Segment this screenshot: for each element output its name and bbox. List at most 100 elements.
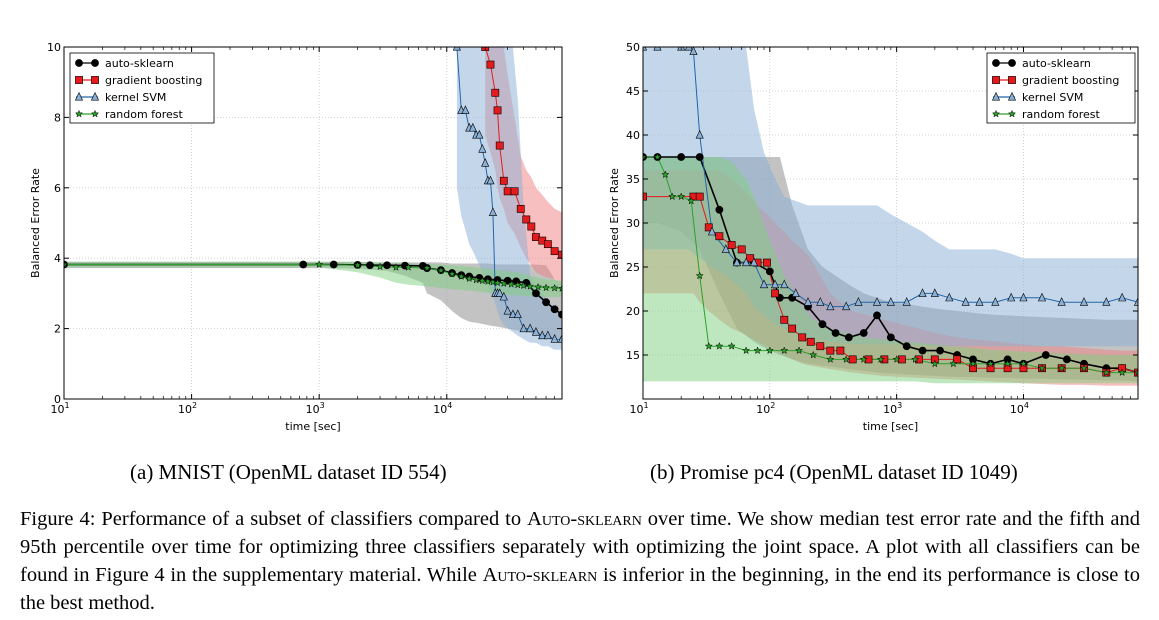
legend-marker (91, 76, 99, 84)
caption-text-2: over time. We show median test error rat… (20, 508, 1140, 586)
legend-marker (1008, 76, 1016, 84)
point-gradient-boosting (806, 337, 815, 346)
point-kernel-SVM (543, 330, 552, 340)
point-auto-sklearn (936, 346, 944, 355)
markers-gradient-boosting (481, 47, 562, 259)
x-axis-label: time [sec] (863, 420, 918, 433)
point-kernel-SVM (461, 105, 470, 114)
point-kernel-SVM (930, 288, 939, 297)
y-tick-label: 6 (54, 182, 61, 195)
point-kernel-SVM (721, 244, 730, 253)
x-tick-label: 102 (178, 401, 197, 416)
point-auto-sklearn (886, 333, 895, 342)
point-auto-sklearn (677, 153, 686, 161)
legend-marker (992, 59, 1000, 67)
x-tick-label: 101 (629, 401, 648, 416)
point-random-forest (534, 282, 543, 291)
point-kernel-SVM (826, 301, 835, 311)
point-gradient-boosting (486, 60, 495, 69)
point-gradient-boosting (763, 258, 771, 267)
x-tick-label: 104 (1010, 401, 1029, 416)
legend-marker (75, 76, 83, 84)
legend-marker (992, 76, 1000, 84)
x-tick-exponent: 4 (447, 401, 452, 410)
point-random-forest (968, 359, 978, 368)
point-random-forest (457, 272, 466, 281)
point-random-forest (741, 346, 751, 355)
point-kernel-SVM (531, 327, 541, 336)
point-kernel-SVM (475, 129, 484, 139)
y-axis-label: Balanced Error Rate (29, 168, 42, 278)
point-random-forest (949, 359, 958, 368)
point-random-forest (526, 282, 535, 290)
subcaption-a: (a) MNIST (OpenML dataset ID 554) (130, 460, 447, 484)
markers-kernel-SVM (643, 47, 1138, 311)
point-random-forest (472, 275, 481, 284)
legend-marker (1007, 109, 1017, 118)
legend-label: auto-sklearn (105, 57, 174, 70)
point-auto-sklearn (873, 311, 881, 320)
point-gradient-boosting (503, 187, 512, 196)
x-tick-exponent: 2 (770, 401, 775, 410)
legend-marker (1008, 59, 1016, 67)
point-random-forest (391, 263, 401, 271)
point-random-forest (859, 355, 868, 363)
point-kernel-SVM (991, 297, 1000, 306)
markers-kernel-SVM (452, 47, 562, 343)
point-random-forest (715, 341, 724, 350)
point-random-forest (483, 277, 492, 285)
legend-label: kernel SVM (105, 91, 166, 104)
point-random-forest (930, 359, 939, 368)
point-kernel-SVM (1079, 297, 1089, 306)
legend-label: random forest (1022, 108, 1101, 121)
point-kernel-SVM (452, 47, 461, 51)
point-gradient-boosting (836, 346, 845, 355)
y-tick-label: 40 (626, 129, 640, 142)
point-kernel-SVM (742, 257, 751, 267)
point-random-forest (677, 192, 686, 201)
point-kernel-SVM (550, 334, 559, 343)
point-kernel-SVM (1037, 292, 1047, 302)
point-gradient-boosting (715, 232, 724, 241)
point-random-forest (753, 346, 762, 355)
point-auto-sklearn (1041, 351, 1050, 359)
legend-marker (991, 109, 1001, 118)
point-gradient-boosting (1003, 364, 1012, 373)
x-tick-exponent: 3 (897, 401, 902, 410)
x-tick-label: 104 (433, 401, 452, 416)
ticks: 101 102 103 104 15 20 25 30 35 40 45 50 (626, 41, 1139, 416)
legend-marker (90, 109, 100, 118)
point-auto-sklearn (558, 310, 562, 319)
point-random-forest (436, 266, 446, 275)
x-tick-exponent: 4 (1024, 401, 1029, 410)
y-tick-label: 20 (626, 305, 640, 318)
legend-label: gradient boosting (1022, 74, 1119, 87)
point-auto-sklearn (715, 205, 724, 214)
legend-label: auto-sklearn (1022, 57, 1091, 70)
point-kernel-SVM (689, 47, 698, 55)
y-tick-label: 25 (626, 261, 640, 274)
point-kernel-SVM (481, 158, 490, 167)
y-axis-label: Balanced Error Rate (608, 168, 621, 278)
legend-label: gradient boosting (105, 74, 202, 87)
point-gradient-boosting (798, 333, 807, 342)
point-random-forest (911, 355, 920, 363)
legend-marker (991, 91, 1001, 101)
point-kernel-SVM (653, 47, 662, 51)
point-random-forest (447, 269, 457, 278)
point-gradient-boosting (499, 176, 508, 185)
point-kernel-SVM (732, 257, 741, 267)
point-random-forest (892, 355, 901, 363)
point-kernel-SVM (816, 297, 825, 306)
caption-smallcaps-2: Auto-sklearn (482, 564, 598, 586)
point-gradient-boosting (771, 289, 779, 298)
point-gradient-boosting (780, 315, 789, 324)
point-auto-sklearn (532, 289, 540, 298)
point-auto-sklearn (1062, 355, 1071, 364)
legend-marker (75, 59, 83, 67)
point-kernel-SVM (1007, 292, 1016, 302)
x-tick-label: 103 (883, 401, 902, 416)
chart-promise-pc4: 101 102 103 104 15 20 25 30 35 40 45 50 time [sec] Ba… (608, 41, 1139, 433)
point-random-forest (422, 263, 432, 272)
